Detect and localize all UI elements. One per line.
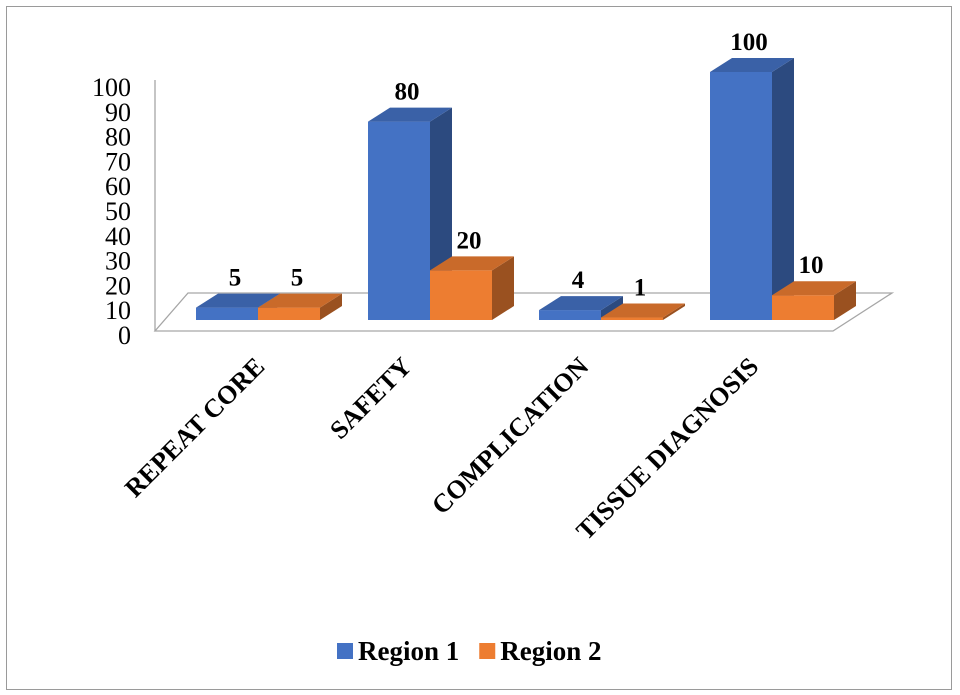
bar-top-face: [196, 293, 280, 308]
legend-label: Region 2: [500, 636, 601, 666]
x-tick-label: REPEAT CORE: [119, 352, 270, 503]
legend-item: Region 2: [479, 636, 602, 666]
data-label: 5: [291, 265, 304, 292]
y-tick-label: 50: [105, 197, 131, 226]
y-tick-label: 100: [92, 73, 131, 102]
bar-top-face: [258, 293, 342, 308]
bar: [772, 281, 856, 320]
x-tick-label: SAFETY: [324, 352, 417, 445]
legend-swatch: [337, 643, 353, 659]
bar: [258, 293, 342, 320]
bar-side-face: [320, 293, 342, 320]
y-tick-label: 30: [105, 247, 131, 276]
bar-front-face: [710, 72, 772, 320]
data-label: 4: [572, 267, 585, 294]
bar-front-face: [258, 307, 320, 320]
legend-label: Region 1: [358, 636, 459, 666]
bar-front-face: [430, 270, 492, 320]
bar-top-face: [368, 107, 452, 122]
bar-top-face: [601, 303, 685, 318]
x-tick-label: COMPLICATION: [426, 352, 594, 520]
x-tick-label: TISSUE DIAGNOSIS: [571, 352, 765, 546]
bar-side-face: [834, 281, 856, 320]
bar: [710, 58, 794, 320]
y-tick-label: 0: [118, 321, 131, 350]
data-label: 100: [730, 29, 768, 56]
data-label: 20: [457, 227, 482, 254]
y-tick-label: 80: [105, 123, 131, 152]
data-labels: 5 5 80 20 4 1 100 10: [229, 29, 824, 302]
bar: [430, 256, 514, 320]
chart-frame: [6, 6, 952, 690]
bar-side-face: [663, 303, 685, 320]
y-tick-label: 90: [105, 98, 131, 127]
bar-side-face: [772, 58, 794, 320]
legend-item: Region 1: [337, 636, 459, 666]
bars: [196, 58, 856, 320]
bar-front-face: [539, 310, 601, 320]
bar-front-face: [196, 307, 258, 320]
bar-front-face: [601, 317, 663, 320]
y-tick-label: 60: [105, 172, 131, 201]
bar-front-face: [772, 295, 834, 320]
bar-side-face: [492, 256, 514, 320]
data-label: 80: [395, 79, 420, 106]
bar-top-face: [430, 256, 514, 271]
data-label: 10: [799, 252, 824, 279]
bar: [601, 303, 685, 320]
y-tick-label: 10: [105, 296, 131, 325]
legend: Region 1 Region 2: [337, 636, 602, 666]
y-tick-label: 40: [105, 222, 131, 251]
bar-top-face: [710, 58, 794, 72]
bar-front-face: [368, 121, 430, 320]
y-tick-label: 20: [105, 271, 131, 300]
data-label: 1: [634, 275, 647, 302]
bar-top-face: [772, 281, 856, 296]
data-label: 5: [229, 265, 242, 292]
y-tick-label: 70: [105, 147, 131, 176]
legend-swatch: [479, 643, 496, 659]
bar-top-face: [539, 296, 623, 311]
